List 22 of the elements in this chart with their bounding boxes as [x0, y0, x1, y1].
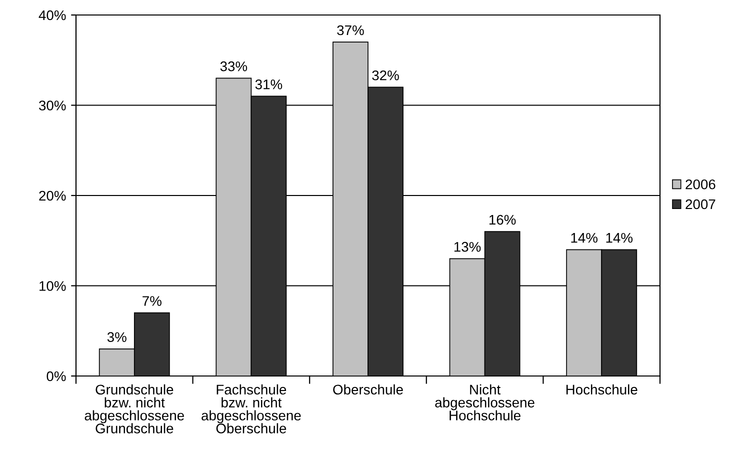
data-label: 14% [571, 232, 598, 243]
x-tick-label: Hochschule [566, 384, 638, 395]
x-tick-label: Oberschule [333, 384, 403, 395]
x-tick-label: Fachschule bzw. nicht abgeschlossene Oberschule [202, 384, 301, 434]
y-tick-label: 20% [39, 190, 66, 201]
data-label: 32% [372, 70, 399, 80]
y-tick-label: 40% [38, 10, 66, 20]
x-tick-label: Grundschule bzw. nicht abgeschlossene Grundschule [84, 384, 184, 434]
y-tick-label: 0% [46, 371, 66, 382]
data-label: 14% [606, 232, 633, 243]
data-label: 13% [454, 242, 481, 252]
legend-label: 2007 [686, 199, 716, 210]
y-tick-label: 10% [40, 281, 66, 291]
x-tick-label: Nicht abgeschlossene Hochschule [435, 384, 534, 420]
data-label: 3% [107, 332, 126, 342]
data-label: 31% [255, 79, 282, 90]
legend-label: 2006 [686, 179, 716, 190]
data-label: 37% [337, 25, 364, 36]
data-label: 33% [220, 61, 248, 72]
data-label: 16% [489, 214, 516, 225]
y-tick-label: 30% [39, 100, 66, 110]
data-label: 7% [142, 296, 162, 306]
